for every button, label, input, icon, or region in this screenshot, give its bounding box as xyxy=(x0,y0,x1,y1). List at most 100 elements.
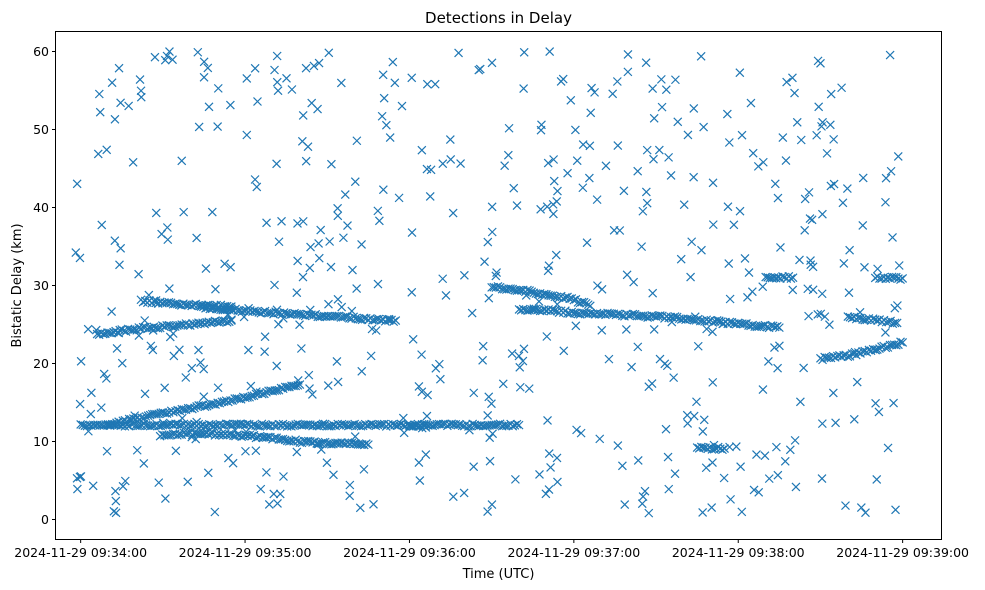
detection-point xyxy=(278,313,288,323)
detection-point xyxy=(230,425,240,435)
detection-point xyxy=(623,49,633,59)
detection-point xyxy=(199,57,209,67)
detection-point xyxy=(640,486,650,496)
detection-point xyxy=(773,470,783,480)
detection-point xyxy=(179,207,189,217)
detection-point xyxy=(592,195,602,205)
detection-point xyxy=(552,197,562,206)
detection-point xyxy=(369,499,378,509)
detection-point xyxy=(485,456,495,466)
detection-point xyxy=(585,141,595,151)
detection-point xyxy=(168,55,177,65)
detection-point xyxy=(216,305,226,315)
detection-point xyxy=(326,262,336,272)
detection-point xyxy=(707,503,717,512)
detection-point xyxy=(487,202,497,212)
detection-point xyxy=(273,86,283,96)
detection-point xyxy=(653,311,663,321)
x-tick-label: 2024-11-29 09:35:00 xyxy=(179,545,312,560)
detection-point xyxy=(88,481,98,491)
detection-point xyxy=(664,152,674,162)
detection-point xyxy=(203,468,213,478)
detection-point xyxy=(889,340,899,350)
detection-point xyxy=(726,494,735,504)
detection-point xyxy=(817,419,827,429)
detection-point xyxy=(891,340,901,350)
detection-point xyxy=(503,150,513,160)
detection-point xyxy=(860,262,869,272)
detection-point xyxy=(584,173,594,183)
detection-point xyxy=(543,266,553,276)
detection-point xyxy=(83,426,93,436)
detection-point xyxy=(620,500,630,510)
detection-point xyxy=(735,68,745,78)
detection-point xyxy=(597,325,607,335)
detection-point xyxy=(140,389,150,399)
detection-point xyxy=(371,326,381,335)
detection-point xyxy=(545,47,555,56)
detection-point xyxy=(118,481,128,491)
detection-point xyxy=(799,363,809,373)
detection-point xyxy=(861,508,870,518)
detection-point xyxy=(272,51,282,61)
detection-point xyxy=(845,245,855,255)
detection-point xyxy=(72,179,82,189)
detection-point xyxy=(871,345,881,355)
detection-point xyxy=(536,125,546,135)
detection-point xyxy=(642,198,652,208)
detection-point xyxy=(278,419,288,429)
detection-point xyxy=(423,390,433,400)
detection-point xyxy=(849,414,859,424)
detection-point xyxy=(143,421,153,431)
detection-point xyxy=(521,291,531,300)
detection-point xyxy=(724,138,734,147)
detection-point xyxy=(378,70,388,80)
detection-point xyxy=(872,345,882,354)
detection-point xyxy=(689,172,699,182)
detection-point xyxy=(856,503,866,512)
detection-point xyxy=(552,453,562,463)
detection-point xyxy=(272,77,282,87)
detection-point xyxy=(325,237,335,246)
detection-point xyxy=(529,305,539,315)
detection-point xyxy=(563,168,572,178)
detection-point xyxy=(124,101,134,111)
detection-point xyxy=(723,202,733,212)
detection-point xyxy=(448,492,458,502)
detection-point xyxy=(813,310,823,319)
detection-point xyxy=(308,421,317,431)
detection-point xyxy=(305,384,314,393)
detection-point xyxy=(111,496,121,506)
y-tick-label: 0 xyxy=(41,512,49,527)
detection-point xyxy=(647,379,657,388)
detection-point xyxy=(260,332,270,342)
detection-point xyxy=(75,399,85,409)
detection-point xyxy=(546,463,555,472)
detection-point xyxy=(185,403,195,413)
detection-point xyxy=(352,284,362,293)
detection-point xyxy=(323,381,333,391)
detection-point xyxy=(544,485,554,495)
detection-point xyxy=(753,161,763,171)
y-tick-label: 30 xyxy=(33,278,49,293)
detection-point xyxy=(75,253,85,263)
detection-point xyxy=(421,423,431,432)
detection-point xyxy=(770,343,779,353)
detection-point xyxy=(111,508,121,518)
detection-point xyxy=(791,482,801,492)
detection-point xyxy=(196,358,205,368)
detection-point xyxy=(273,498,282,508)
detection-point xyxy=(896,337,905,347)
detection-point xyxy=(390,78,400,88)
detection-point xyxy=(227,305,237,315)
detection-point xyxy=(689,104,699,113)
detection-point xyxy=(898,338,908,347)
detection-point xyxy=(459,270,469,280)
detection-point xyxy=(422,79,432,89)
detection-point xyxy=(699,122,709,132)
detection-point xyxy=(425,192,435,201)
detection-point xyxy=(241,446,250,456)
detection-point xyxy=(781,156,791,165)
detection-point xyxy=(136,86,146,96)
